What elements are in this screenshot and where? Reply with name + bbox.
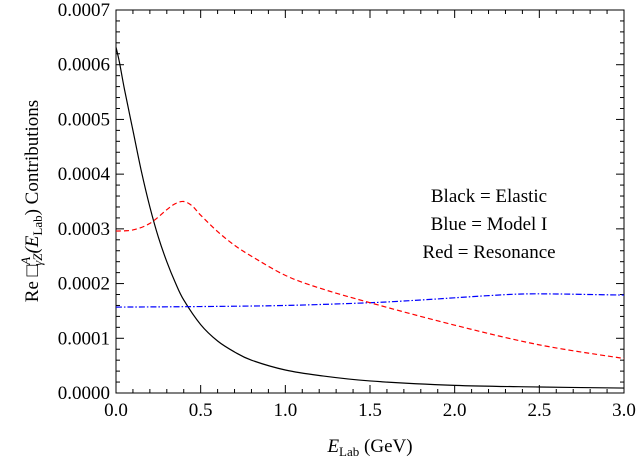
plot-frame — [115, 9, 625, 394]
x-tick-label: 0.0 — [104, 400, 128, 421]
y-axis-label: Re □AγZ(ELab) Contributions — [18, 100, 45, 302]
annotation-resonance: Red = Resonance — [422, 242, 555, 263]
y-tick-label: 0.0007 — [58, 0, 110, 21]
y-tick-label: 0.0005 — [58, 109, 110, 130]
x-tick-label: 0.5 — [189, 400, 213, 421]
x-tick-label: 3.0 — [612, 400, 636, 421]
y-tick-label: 0.0003 — [58, 219, 110, 240]
y-tick-label: 0.0004 — [58, 164, 111, 185]
annotation-elastic: Black = Elastic — [431, 186, 547, 207]
x-axis-label: ELab (GeV) — [326, 436, 412, 459]
y-tick-label: 0.0001 — [58, 328, 110, 349]
x-tick-label: 2.0 — [443, 400, 467, 421]
annotation-model: Blue = Model I — [431, 214, 548, 235]
annotation-box: Black = Elastic Blue = Model I Red = Res… — [422, 186, 555, 263]
series-line-elastic — [115, 47, 625, 389]
y-tick-label: 0.0002 — [58, 274, 110, 295]
y-tick-label: 0.0000 — [58, 383, 110, 404]
series — [115, 47, 625, 389]
x-tick-label: 1.0 — [273, 400, 297, 421]
series-line-model-i — [115, 293, 625, 308]
ticks: 0.0 0.5 1.0 1.5 2.0 2.5 3.0 0.0000 0.0001 0.0002 0… — [58, 0, 636, 421]
x-tick-label: 1.5 — [358, 400, 382, 421]
y-tick-label: 0.0006 — [58, 55, 110, 76]
series-line-resonance — [115, 200, 625, 360]
x-tick-label: 2.5 — [527, 400, 551, 421]
